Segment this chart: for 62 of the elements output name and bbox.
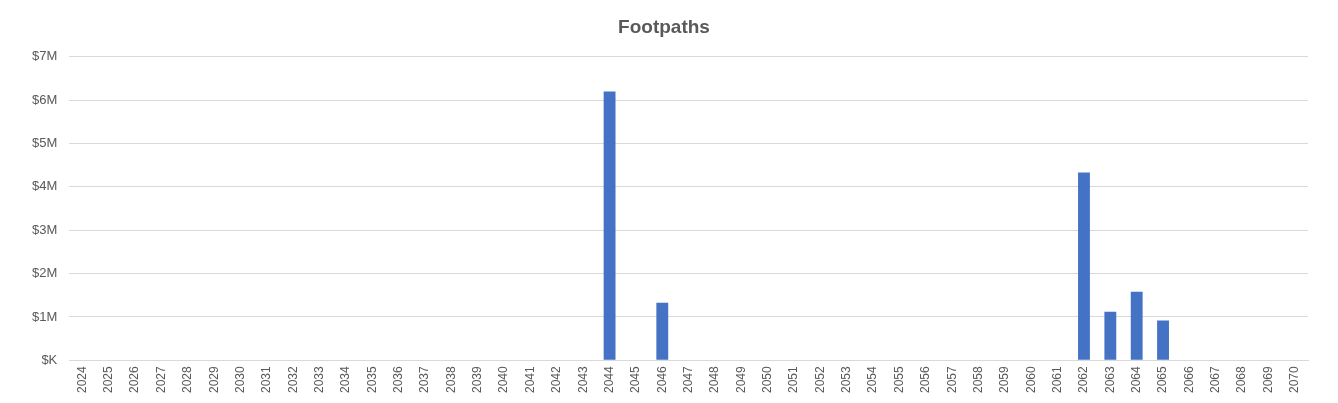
- chart-title: Footpaths: [618, 15, 710, 37]
- x-tick-label: 2047: [680, 365, 695, 394]
- x-tick-label: 2045: [628, 365, 643, 394]
- x-tick-label: 2030: [232, 365, 247, 394]
- x-tick-label: 2068: [1234, 365, 1249, 394]
- x-tick-label: 2033: [311, 365, 326, 394]
- x-tick-label: 2046: [654, 365, 669, 394]
- x-tick-label: 2054: [865, 365, 880, 394]
- bar: [603, 91, 616, 360]
- x-tick-label: 2042: [549, 365, 564, 394]
- bar: [1157, 320, 1169, 360]
- y-tick-label: $K: [41, 351, 58, 367]
- x-tick-label: 2027: [153, 365, 168, 394]
- x-tick-label: 2053: [839, 365, 854, 394]
- y-tick-label: $6M: [31, 91, 58, 107]
- x-tick-label: 2059: [997, 365, 1012, 394]
- x-tick-label: 2067: [1208, 365, 1223, 394]
- bar: [1078, 172, 1090, 360]
- x-tick-label: 2028: [180, 365, 195, 394]
- y-tick-label: $2M: [31, 265, 58, 281]
- x-tick-label: 2063: [1102, 365, 1117, 394]
- bar: [1104, 311, 1117, 360]
- x-tick-label: 2031: [259, 365, 274, 394]
- bar: [656, 302, 669, 360]
- x-tick-label: 2026: [127, 365, 142, 394]
- x-tick-label: 2060: [1023, 365, 1038, 394]
- x-tick-label: 2052: [812, 365, 827, 394]
- x-tick-label: 2057: [944, 365, 959, 394]
- x-tick-label: 2048: [707, 365, 722, 394]
- x-tick-label: 2044: [601, 365, 616, 394]
- y-tick-label: $7M: [31, 48, 58, 64]
- bar: [1130, 291, 1143, 360]
- x-tick-label: 2035: [364, 365, 379, 394]
- x-tick-label: 2038: [443, 365, 458, 394]
- x-tick-label: 2037: [417, 365, 432, 394]
- x-tick-label: 2043: [575, 365, 590, 394]
- x-tick-label: 2065: [1155, 365, 1170, 394]
- x-tick-label: 2034: [338, 365, 353, 394]
- x-tick-label: 2050: [760, 365, 775, 394]
- x-tick-label: 2058: [970, 365, 985, 394]
- x-tick-label: 2055: [891, 365, 906, 394]
- x-tick-label: 2036: [391, 365, 406, 394]
- x-tick-label: 2070: [1287, 365, 1302, 394]
- x-tick-label: 2024: [74, 365, 89, 394]
- x-tick-label: 2039: [470, 365, 485, 394]
- x-tick-label: 2069: [1260, 365, 1275, 394]
- x-tick-label: 2040: [496, 365, 511, 394]
- x-tick-label: 2066: [1181, 365, 1196, 394]
- x-tick-label: 2056: [918, 365, 933, 394]
- y-tick-label: $5M: [31, 135, 58, 151]
- x-tick-label: 2051: [786, 365, 801, 394]
- x-tick-label: 2062: [1076, 365, 1091, 394]
- x-tick-label: 2025: [101, 365, 116, 394]
- x-tick-label: 2029: [206, 365, 221, 394]
- x-tick-label: 2049: [733, 365, 748, 394]
- x-tick-label: 2061: [1049, 365, 1064, 394]
- x-tick-label: 2041: [522, 365, 537, 394]
- x-tick-label: 2064: [1129, 365, 1143, 394]
- y-tick-label: $1M: [31, 308, 58, 324]
- y-tick-label: $4M: [31, 178, 58, 194]
- x-tick-label: 2032: [285, 365, 300, 394]
- y-tick-label: $3M: [31, 221, 58, 237]
